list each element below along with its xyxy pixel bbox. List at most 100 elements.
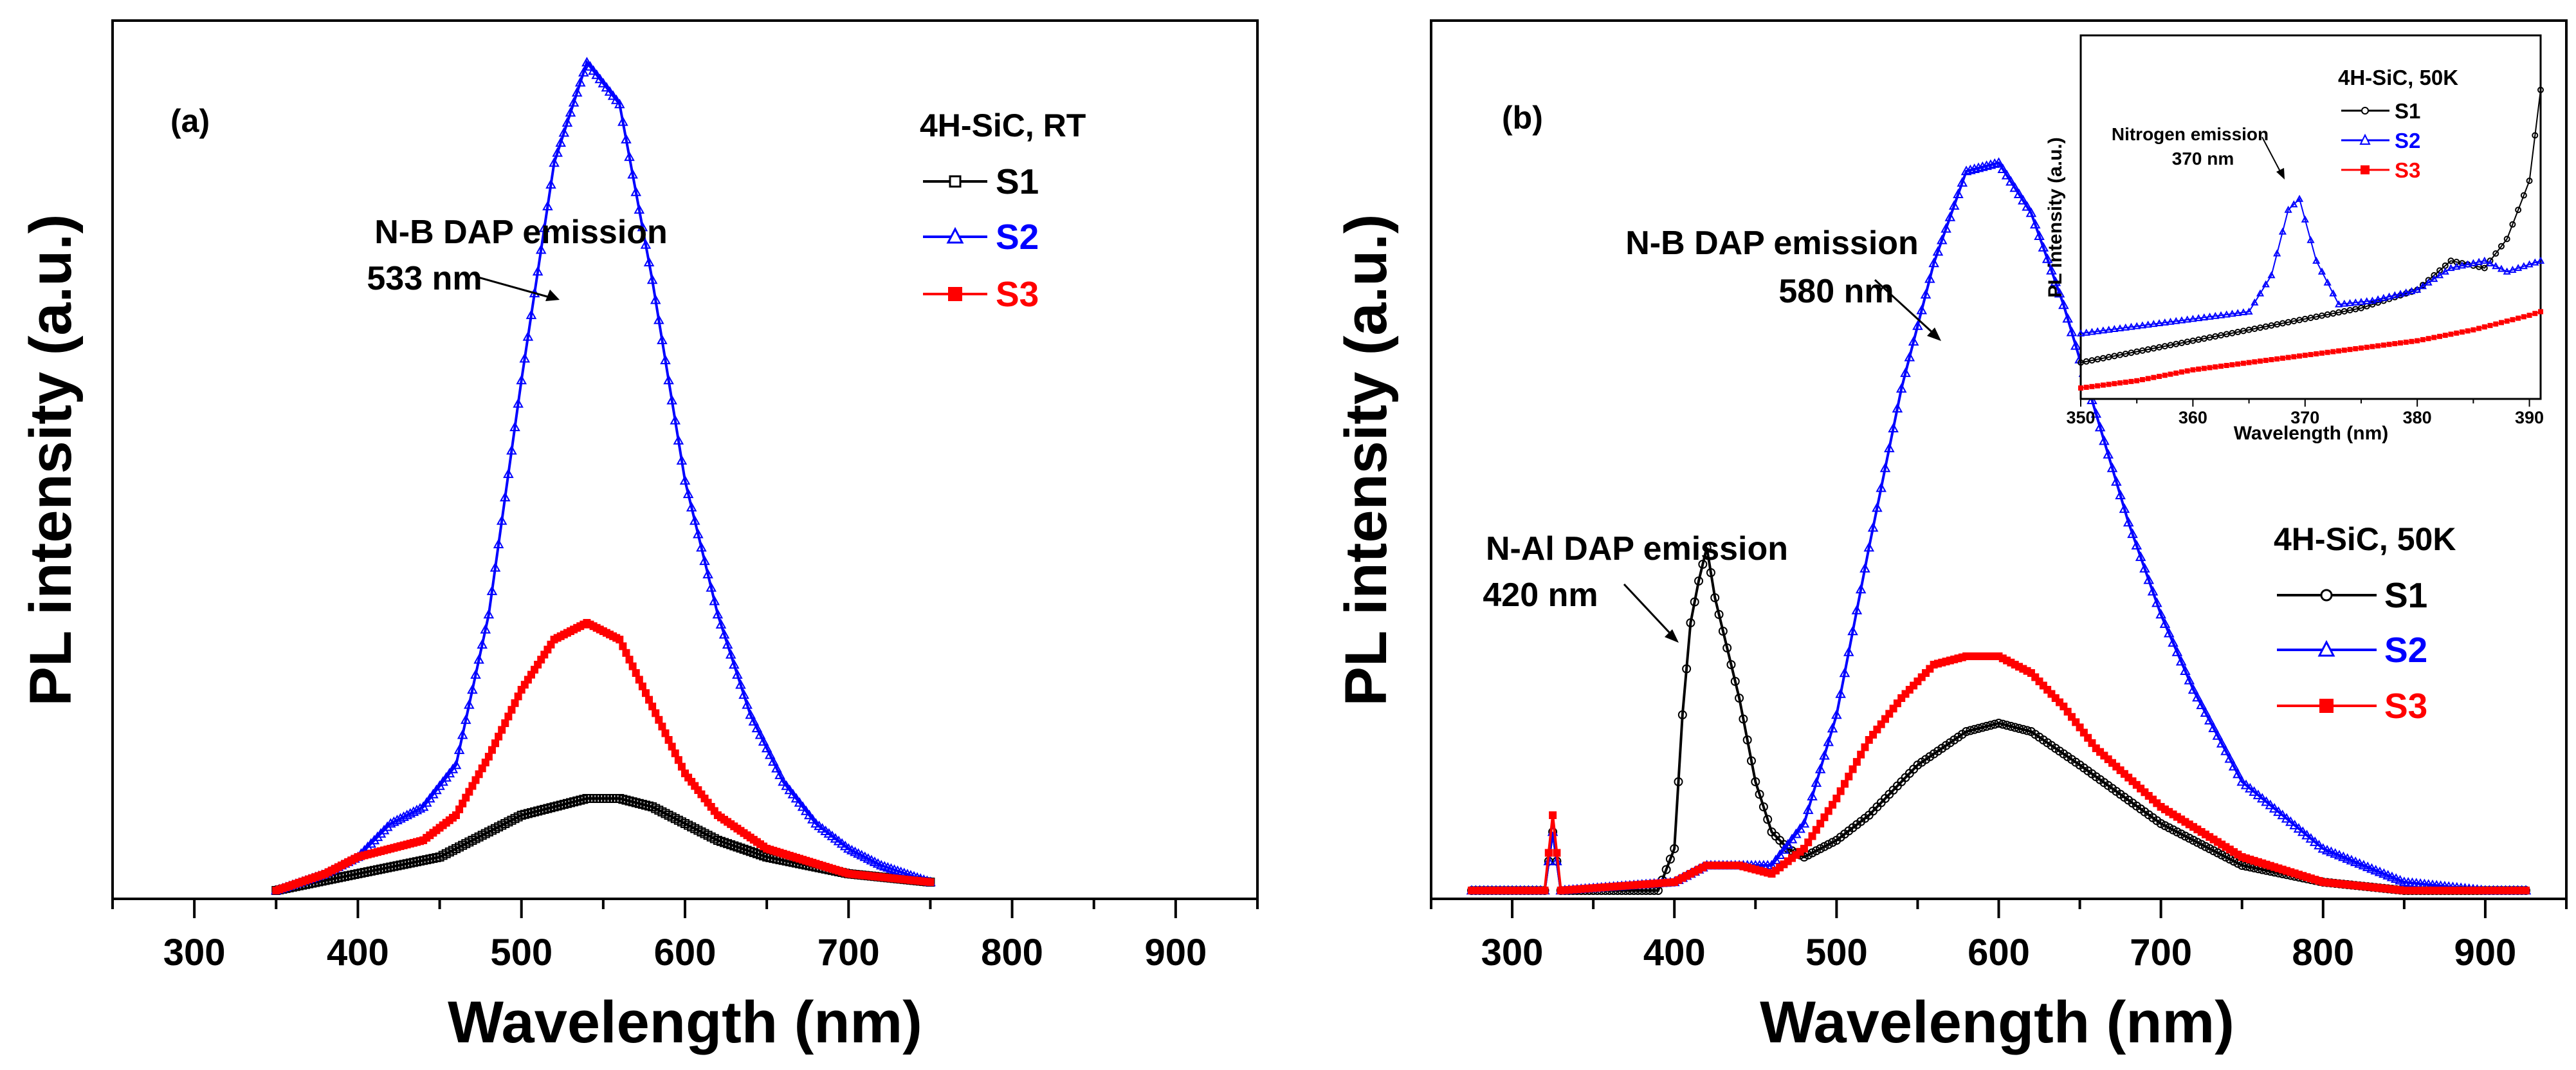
panel-a-series-s2-point <box>682 488 694 499</box>
panel-b-series-s2-point <box>2390 873 2402 883</box>
inset-legend-item-s1: S1 <box>2341 99 2420 123</box>
panel-b-series-s1-point <box>1730 677 1740 686</box>
panel-b-series-s2-point <box>1798 818 1810 828</box>
panel-b-legend-marker-s1 <box>2320 589 2333 602</box>
inset-series-s1-point <box>2515 207 2522 214</box>
panel-a-series-s3-point <box>645 696 653 704</box>
panel-b-series-s1-point <box>1751 777 1760 786</box>
inset-series-s3-point <box>2353 346 2359 352</box>
inset-series-s2-point <box>2105 326 2113 333</box>
inset-series-s1-point <box>2509 221 2516 228</box>
panel-b-series-s2-point <box>1944 211 1956 221</box>
inset-series-s1-point <box>2296 317 2303 324</box>
panel-a-legend-item-s3: S3 <box>923 274 1039 314</box>
inset-series-s3-point <box>2297 353 2303 359</box>
inset-series-s2-point <box>2368 296 2377 304</box>
inset-series-s3-point <box>2235 361 2241 367</box>
inset-y-axis-title: PL intensity (a.u.) <box>2045 137 2066 297</box>
inset-series-s2-point <box>2160 318 2169 326</box>
inset-series-s1-point <box>2301 315 2308 322</box>
inset-series-s2-point <box>2222 310 2231 318</box>
panel-a-series-s3-point <box>459 799 467 807</box>
panel-a-series-s2-point <box>666 394 677 405</box>
inset-series-s3-point <box>2229 362 2235 367</box>
inset-series-s1-point <box>2352 306 2359 313</box>
panel-a-series-s3-point <box>668 743 676 751</box>
panel-b-legend-label-s1: S1 <box>2384 575 2427 615</box>
panel-b-series-s2-point <box>1867 522 1879 532</box>
panel-b-series-s2-point <box>2224 753 2236 763</box>
panel-a-series-s2-point <box>585 60 596 71</box>
inset-series-s3-point <box>2128 378 2134 384</box>
inset-legend-marker-s3 <box>2361 165 2370 174</box>
inset-series-s3-point <box>2330 349 2336 355</box>
panel-b-series-s2-point <box>2005 176 2016 186</box>
inset-series-s3-point <box>2386 342 2392 347</box>
panel-a-series-s3-point <box>478 764 486 773</box>
panel-a-series-s3-point <box>638 682 646 690</box>
inset-series-s2-point <box>2115 324 2124 331</box>
inset-series-s1-point <box>2532 132 2539 139</box>
panel-a-series-s2-point <box>800 805 812 815</box>
panel-b-series-s2-point <box>2127 528 2138 539</box>
panel-a-series-s2-point <box>617 116 628 126</box>
panel-a-series-s2-point <box>549 157 560 167</box>
inset-series-s1-point <box>2257 324 2264 331</box>
panel-b-series-s1-point <box>1966 726 1975 735</box>
panel-a-series <box>270 57 936 895</box>
inset-series-s3-point <box>2431 335 2437 340</box>
panel-a-series-s2-point <box>807 813 818 824</box>
inset-series-s2-point <box>2480 256 2489 264</box>
panel-a-series-s2-point <box>477 639 488 649</box>
panel-a-series-s2-point <box>732 669 743 679</box>
inset-series-s3-point <box>2117 380 2123 386</box>
panel-b-series-s3-point <box>1820 813 1829 822</box>
panel-b-series-s1-point <box>1665 854 1675 864</box>
inset-series-s3-point <box>2095 383 2101 389</box>
panel-b-series-s2-point <box>2334 849 2345 860</box>
panel-a-series-s2-point <box>653 314 664 324</box>
panel-a-series-s3-point <box>619 642 627 650</box>
inset-legend-label-s3: S3 <box>2395 158 2420 182</box>
panel-a-series-s2-point <box>728 659 740 669</box>
panel-b-series-s2-point <box>1778 844 1789 854</box>
inset-series-s2-point <box>2127 322 2135 330</box>
panel-a-series-s3-point <box>475 770 483 779</box>
inset-series-s3-point <box>2481 324 2487 330</box>
panel-b-series-s2-point <box>2058 299 2069 309</box>
inset-series-s3-point <box>2526 313 2532 318</box>
inset-series-s2-point <box>2166 317 2175 325</box>
panel-a-series-s3-point <box>632 669 640 677</box>
panel-b-series-s2-point <box>2175 656 2187 666</box>
inset-series-s3-point <box>2403 339 2409 345</box>
panel-a-series-s2-point <box>562 116 573 127</box>
panel-b-series-s3-point <box>1800 845 1808 853</box>
panel-a-series-s2-point <box>519 353 531 363</box>
inset-series-s1-point <box>2240 327 2247 335</box>
panel-a-x-axis-title: Wavelength (nm) <box>448 990 922 1055</box>
inset-series-s3 <box>2078 309 2543 391</box>
panel-a-series-s2-point <box>679 475 691 485</box>
panel-b-series-s2-point <box>2013 189 2025 199</box>
inset-series-s1-point <box>2078 359 2084 366</box>
panel-a-series-s2-point <box>722 639 733 649</box>
panel-b-series-s1-point <box>1739 714 1748 724</box>
panel-b-series-s3 <box>1468 652 2530 894</box>
panel-b-series-s2-point <box>1912 320 1923 330</box>
panel-b-series-s3-point <box>1849 765 1857 773</box>
panel-a-series-s3-point <box>658 723 666 731</box>
inset-series-s2-point <box>2121 323 2130 331</box>
panel-b-series-s2-point <box>2029 219 2041 229</box>
panel-a-series-s2-point <box>460 714 471 724</box>
panel-b-series-s2-point <box>2204 715 2215 724</box>
panel-b: 300 400 500 600 700 800 900 (b) Wavelength (nm… <box>1333 19 2568 1055</box>
inset-annotation: Nitrogen emission 370 nm <box>2112 124 2285 180</box>
inset-series-s3-point <box>2162 373 2168 378</box>
panel-b-series-s2-point <box>2094 421 2106 432</box>
panel-b-series-s1-point <box>2237 861 2247 870</box>
panel-a-series-s3-point <box>498 726 506 734</box>
inset-series-s2-point <box>2076 329 2085 337</box>
panel-b-series-s2-point <box>2395 874 2406 885</box>
inset-series-s2-point <box>2301 215 2309 223</box>
panel-b-series-s2-point <box>2066 326 2078 337</box>
